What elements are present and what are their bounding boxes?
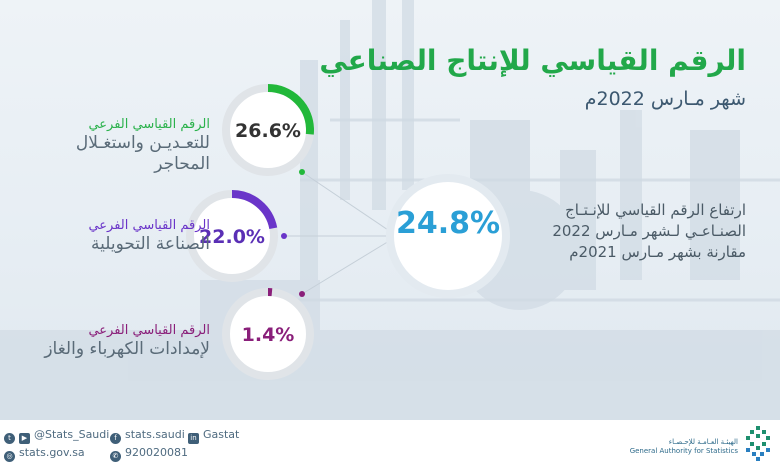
- caption-manufacturing-line1: الصناعة التحويلية: [90, 234, 210, 254]
- globe-icon: ◎: [4, 451, 15, 462]
- headline-text: ارتفاع الرقم القياسي للإنـتـاج الصنـاعـي…: [546, 200, 746, 263]
- caption-manufacturing: الرقم القياسي الفرعي الصناعة التحويلية: [88, 217, 210, 255]
- caption-electricity-line1: لإمدادات الكهرباء والغاز: [44, 339, 210, 359]
- org-name: الهيئـة العـامـة للإحـصـاء General Autho…: [630, 438, 738, 456]
- caption-mining-line2: المحاجر: [154, 154, 210, 174]
- caption-electricity-sub: الرقم القياسي الفرعي: [88, 323, 210, 338]
- headline-circle: [386, 174, 510, 298]
- org-name-en: General Authority for Statistics: [629, 447, 738, 455]
- connector-dot-mining: [299, 169, 305, 175]
- page-subtitle: شهر مـارس 2022م: [584, 88, 746, 110]
- refinery-background: [0, 0, 780, 420]
- footer: [0, 420, 780, 470]
- linkedin-icon: in: [188, 433, 199, 444]
- progress-arc-mining: [222, 84, 314, 176]
- progress-arc-electricity: [222, 288, 314, 380]
- org-name-ar: الهيئـة العـامـة للإحـصـاء: [668, 438, 738, 446]
- phone-label: 920020081: [125, 446, 188, 459]
- headline-line: الصنـاعـي لـشهر مـارس 2022: [552, 222, 746, 240]
- website-label: stats.gov.sa: [19, 446, 85, 459]
- twitter-icon: t: [4, 433, 15, 444]
- linkedin-label: Gastat: [203, 428, 240, 441]
- twitter-label: @Stats_Saudi: [34, 428, 110, 441]
- phone-icon: ✆: [110, 451, 121, 462]
- youtube-icon: ▶: [19, 433, 30, 444]
- phone-number[interactable]: ✆ 920020081: [110, 446, 188, 462]
- facebook-handle[interactable]: f stats.saudi: [110, 428, 185, 444]
- caption-manufacturing-sub: الرقم القياسي الفرعي: [88, 218, 210, 233]
- caption-mining-sub: الرقم القياسي الفرعي: [88, 117, 210, 132]
- caption-mining: الرقم القياسي الفرعي للتعـديـن واستغـلال…: [76, 116, 210, 175]
- headline-line: مقارنة بشهر مـارس 2021م: [569, 243, 746, 261]
- page-title: الرقم القياسي للإنتاج الصناعي: [319, 44, 746, 77]
- progress-arc-manufacturing: [186, 190, 278, 282]
- value-mining: 26.6%: [235, 120, 301, 142]
- headline-line: ارتفاع الرقم القياسي للإنـتـاج: [565, 201, 746, 219]
- value-manufacturing: 22.0%: [199, 226, 265, 248]
- value-electricity: 1.4%: [242, 324, 295, 346]
- caption-mining-line1: للتعـديـن واستغـلال: [75, 133, 210, 153]
- facebook-icon: f: [110, 433, 121, 444]
- index-rings: 26.6% 22.0% 1.4%: [186, 84, 510, 380]
- caption-electricity: الرقم القياسي الفرعي لإمدادات الكهرباء و…: [44, 322, 210, 360]
- ring-manufacturing: 22.0%: [186, 190, 278, 282]
- linkedin-handle[interactable]: in Gastat: [188, 428, 239, 444]
- website-link[interactable]: ◎ stats.gov.sa: [4, 446, 85, 462]
- ring-mining: 26.6%: [222, 84, 314, 176]
- gastat-logo-icon: [746, 426, 770, 461]
- connector-dot-electricity: [299, 291, 305, 297]
- facebook-label: stats.saudi: [125, 428, 185, 441]
- ring-electricity: 1.4%: [222, 288, 314, 380]
- twitter-handle[interactable]: t ▶ @Stats_Saudi: [4, 428, 109, 444]
- headline-value: 24.8%: [395, 206, 501, 241]
- connector-dot-manufacturing: [281, 233, 287, 239]
